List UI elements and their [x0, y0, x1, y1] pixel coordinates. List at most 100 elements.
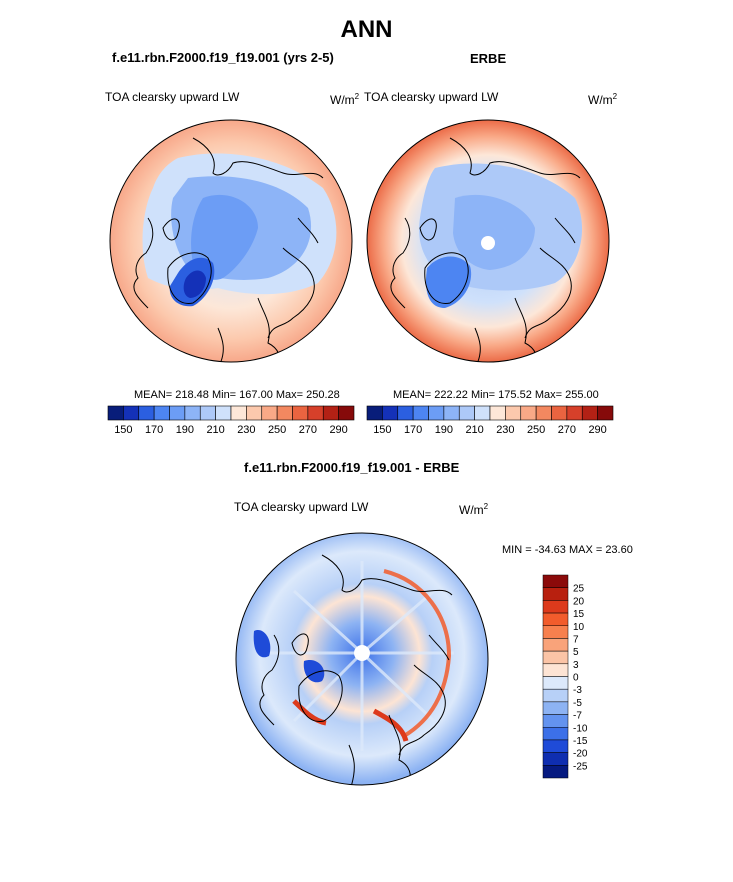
diff-colorbar-swatch: [542, 714, 569, 728]
right-colorbar-swatch: [397, 405, 414, 421]
left-colorbar-swatch: [292, 405, 309, 421]
left-colorbar-swatch: [184, 405, 201, 421]
left-colorbar-swatch: [107, 405, 124, 421]
diff-colorbar-tick-label: -20: [573, 749, 588, 760]
right-colorbar-swatch: [366, 405, 383, 421]
diff-colorbar-swatch: [542, 765, 569, 779]
left-colorbar-swatch: [276, 405, 293, 421]
diff-polar-map: [235, 532, 489, 786]
right-colorbar-swatch: [520, 405, 537, 421]
right-colorbar-tick-label: 210: [465, 424, 483, 436]
left-stats: MEAN= 218.48 Min= 167.00 Max= 250.28: [134, 389, 340, 401]
diff-colorbar-swatch: [542, 638, 569, 652]
left-colorbar-tick-label: 210: [206, 424, 224, 436]
right-colorbar-swatch: [535, 405, 552, 421]
diff-colorbar-swatch: [542, 600, 569, 614]
right-map-border: [366, 119, 610, 363]
diff-colorbar-swatch: [542, 688, 569, 703]
right-polar-map: [366, 119, 610, 363]
left-colorbar-swatch: [199, 405, 216, 421]
diff-colorbar-tick-label: -7: [573, 711, 582, 722]
right-colorbar-tick-label: 170: [404, 424, 422, 436]
left-colorbar-swatch: [123, 405, 140, 421]
diff-colorbar-tick-label: -5: [573, 698, 582, 709]
diff-colorbar-tick-label: 5: [573, 647, 579, 658]
right-colorbar-tick-label: 230: [496, 424, 514, 436]
right-variable-label: TOA clearsky upward LW: [364, 90, 499, 104]
right-colorbar-swatch: [474, 405, 491, 421]
diff-warm-patch-2: [372, 708, 409, 742]
left-colorbar-tick-label: 150: [114, 424, 132, 436]
right-colorbar-swatch: [382, 405, 399, 421]
right-colorbar-swatch: [458, 405, 475, 421]
diff-warm-arc: [383, 569, 452, 738]
left-colorbar-tick-label: 250: [268, 424, 286, 436]
diff-colorbar-tick-label: 15: [573, 609, 585, 620]
diff-colorbar-tick-label: -25: [573, 761, 588, 772]
right-colorbar-swatch: [505, 405, 522, 421]
left-map-border: [109, 119, 353, 363]
left-colorbar-tick-label: 290: [329, 424, 347, 436]
right-colorbar-swatch: [443, 405, 460, 421]
right-colorbar-tick-label: 270: [558, 424, 576, 436]
diff-warm-patch-1: [292, 699, 327, 726]
diff-colorbar-tick-label: 3: [573, 660, 579, 671]
left-colorbar-swatch: [338, 405, 355, 421]
left-greenland-core: [183, 270, 206, 298]
diff-colorbar-tick-label: 20: [573, 596, 585, 607]
right-colorbar-swatch: [566, 405, 583, 421]
diff-colorbar-swatch: [542, 739, 569, 753]
diff-colorbar-swatch: [542, 752, 569, 766]
diff-colorbar-swatch: [542, 701, 569, 715]
left-colorbar-swatch: [215, 405, 232, 421]
left-coastlines: [133, 137, 324, 362]
right-colorbar-swatch: [551, 405, 568, 421]
left-polar-map: [109, 119, 353, 363]
left-colorbar-swatch: [230, 405, 247, 421]
diff-map-border: [235, 532, 489, 786]
diff-units-label: W/m2: [459, 502, 489, 517]
left-colorbar-tick-label: 190: [176, 424, 194, 436]
left-panel-title: f.e11.rbn.F2000.f19_f19.001 (yrs 2-5): [112, 50, 334, 65]
diff-cool-patch-1: [253, 630, 271, 658]
right-colorbar-tick-label: 250: [527, 424, 545, 436]
right-arctic-core: [453, 194, 535, 270]
right-colorbar-swatch: [412, 405, 429, 421]
diff-colorbar-tick-label: 0: [573, 673, 579, 684]
right-stats: MEAN= 222.22 Min= 175.52 Max= 255.00: [393, 389, 599, 401]
right-colorbar: 150 170 190 210 230 250 270 290: [366, 405, 614, 436]
right-colorbar-swatch: [489, 405, 506, 421]
right-colorbar-swatch: [428, 405, 445, 421]
left-colorbar-swatch: [138, 405, 155, 421]
right-colorbar-tick-label: 290: [588, 424, 606, 436]
left-colorbar-tick-label: 270: [299, 424, 317, 436]
diff-colorbar-swatch: [542, 676, 569, 690]
right-colorbar-tick-label: 190: [435, 424, 453, 436]
left-colorbar-swatch: [307, 405, 324, 421]
left-colorbar-swatch: [246, 405, 263, 421]
left-colorbar-swatch: [261, 405, 278, 421]
right-colorbar-tick-label: 150: [373, 424, 391, 436]
diff-colorbar-tick-label: 10: [573, 622, 585, 633]
diff-colorbar-swatch: [542, 663, 569, 677]
diff-colorbar-swatch: [542, 612, 569, 626]
diff-colorbar-swatch: [542, 625, 569, 639]
diff-colorbar-tick-label: -15: [573, 736, 588, 747]
right-pole-hole: [481, 236, 495, 250]
diff-pole-hole: [354, 645, 370, 661]
right-colorbar-swatch: [581, 405, 598, 421]
left-colorbar-tick-label: 230: [237, 424, 255, 436]
left-colorbar-swatch: [153, 405, 170, 421]
right-coastlines: [390, 137, 581, 362]
diff-colorbar-tick-label: -10: [573, 723, 588, 734]
diff-colorbar-swatch: [542, 587, 569, 601]
right-units-label: W/m2: [588, 92, 618, 107]
left-units-label: W/m2: [330, 92, 360, 107]
left-colorbar-tick-label: 170: [145, 424, 163, 436]
diff-colorbar-swatch: [542, 727, 569, 741]
left-variable-label: TOA clearsky upward LW: [105, 90, 240, 104]
diff-colorbar-tick-label: 7: [573, 634, 579, 645]
diff-colorbar-tick-label: 25: [573, 584, 585, 595]
left-colorbar: 150 170 190 210 230 250 270 290: [107, 405, 355, 436]
